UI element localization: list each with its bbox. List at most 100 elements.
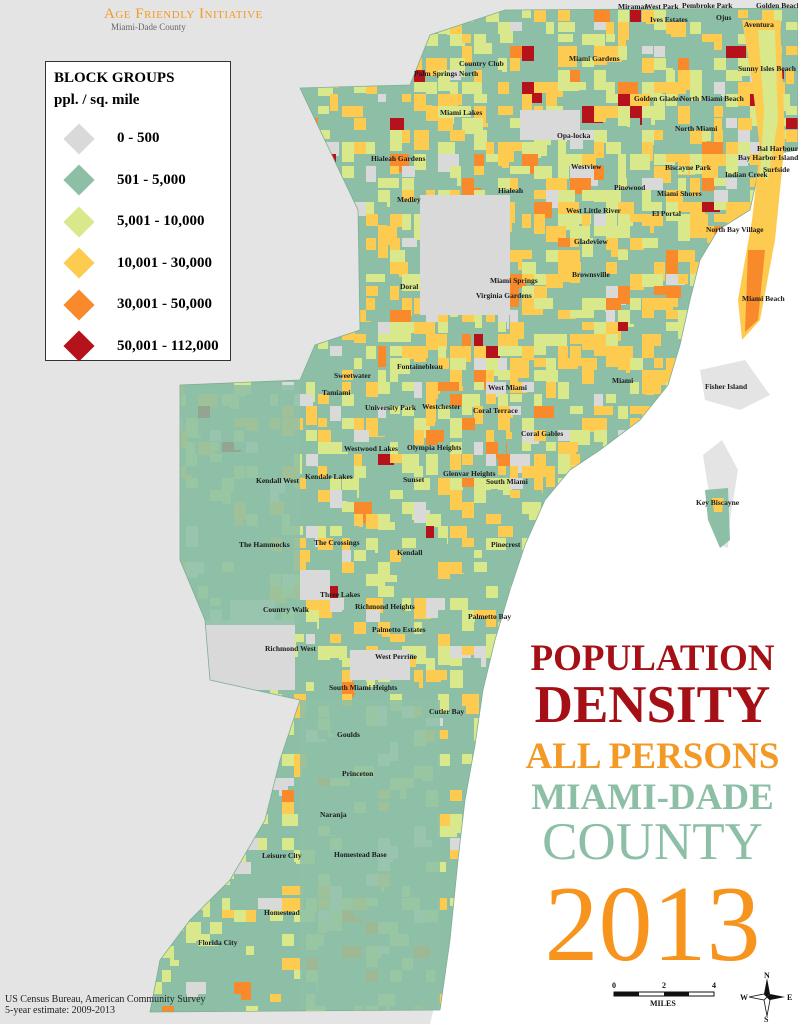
place-label: North Miami: [675, 124, 717, 133]
place-label: Miami Shores: [657, 189, 702, 198]
place-label: Richmond Heights: [355, 602, 415, 611]
place-label: Goulds: [337, 730, 360, 739]
title-line-5: COUNTY: [542, 813, 763, 871]
place-label: Kendale Lakes: [305, 472, 353, 481]
place-label: Palm Springs North: [414, 69, 479, 78]
place-label: West Perrine: [375, 652, 418, 661]
place-label: Miami: [612, 376, 633, 385]
place-label: University Park: [365, 403, 417, 412]
place-label: Miramar: [618, 2, 648, 11]
place-label: Cutler Bay: [429, 707, 464, 716]
place-label: Pinewood: [614, 183, 646, 192]
place-label: Leisure City: [262, 851, 302, 860]
place-label: Coral Terrace: [473, 406, 518, 415]
place-label: Kendall: [397, 548, 422, 557]
place-label: Country Club: [459, 59, 504, 68]
place-label: Tamiami: [322, 388, 350, 397]
place-label: Homestead: [264, 908, 301, 917]
title-line-2: DENSITY: [534, 676, 771, 734]
legend-label: 501 - 5,000: [117, 171, 186, 188]
place-label: Westview: [571, 162, 602, 171]
place-label: Gladeview: [574, 237, 608, 246]
map-title: POPULATION DENSITY ALL PERSONS MIAMI-DAD…: [520, 640, 785, 979]
compass-e: E: [787, 993, 792, 1002]
legend-label: 5,001 - 10,000: [117, 213, 205, 230]
place-label: Key Biscayne: [696, 498, 740, 507]
place-label: Princeton: [342, 769, 374, 778]
legend-label: 0 - 500: [117, 130, 160, 147]
brand-subtitle: Miami-Dade County: [111, 22, 186, 32]
place-label: Golden Glades: [634, 94, 681, 103]
legend-label: 10,001 - 30,000: [117, 254, 212, 271]
place-label: El Portal: [652, 209, 681, 218]
data-source: US Census Bureau, American Community Sur…: [5, 994, 206, 1016]
place-label: Aventura: [744, 20, 774, 29]
place-label: Golden Beach: [756, 1, 798, 10]
legend-row: 50,001 - 112,000: [54, 326, 222, 368]
place-label: Sunset: [403, 475, 425, 484]
legend-swatch: [63, 206, 95, 238]
place-label: The Hammocks: [239, 540, 290, 549]
place-label: The Crossings: [314, 538, 360, 547]
place-label: Pembroke Park: [682, 1, 733, 10]
place-label: West Miami: [488, 383, 527, 392]
legend-row: 10,001 - 30,000: [54, 243, 222, 285]
place-label: Fontainebleau: [397, 362, 443, 371]
place-label: Miami Lakes: [440, 108, 482, 117]
place-label: Olympia Heights: [407, 443, 461, 452]
place-label: Indian Creek: [725, 170, 768, 179]
brand-logo: Age Friendly Initiative Miami-Dade Count…: [104, 6, 263, 33]
place-label: Miami Beach: [742, 294, 786, 303]
place-label: Pinecrest: [491, 540, 521, 549]
place-label: Palmetto Bay: [468, 612, 511, 621]
place-label: Country Walk: [263, 605, 310, 614]
place-label: Glenvar Heights: [443, 469, 496, 478]
legend-swatch: [63, 330, 95, 362]
place-label: Homestead Base: [334, 850, 387, 859]
compass-s: S: [764, 1015, 769, 1022]
place-label: Kendall West: [256, 476, 299, 485]
place-label: Palmetto Estates: [372, 625, 426, 634]
place-label: Ives Estates: [650, 15, 688, 24]
place-label: Surfside: [763, 165, 790, 174]
place-label: Naranja: [320, 810, 347, 819]
place-label: Hialeah Gardens: [371, 154, 425, 163]
legend-label: 50,001 - 112,000: [117, 337, 219, 354]
place-label: Medley: [397, 195, 421, 204]
place-label: Fisher Island: [705, 382, 748, 391]
place-label: Coral Gables: [521, 429, 563, 438]
place-label: Miami Gardens: [569, 54, 620, 63]
title-line-4: MIAMI-DADE: [531, 777, 774, 818]
title-year: 2013: [544, 865, 761, 984]
place-label: Florida City: [198, 938, 238, 947]
place-label: Doral: [400, 282, 418, 291]
legend-swatch: [63, 289, 95, 321]
place-label: West Park: [645, 2, 679, 11]
place-label: Biscayne Park: [665, 163, 712, 172]
scale-bar: 0 2 4 MILES: [612, 981, 716, 1008]
legend-swatch: [63, 247, 95, 279]
place-label: South Miami Heights: [329, 683, 397, 692]
place-label: Sweetwater: [334, 371, 372, 380]
place-label: Hialeah: [498, 186, 524, 195]
legend-swatch: [63, 164, 95, 196]
map-legend: BLOCK GROUPS ppl. / sq. mile 0 - 500 501 …: [45, 61, 231, 362]
scale-tick-4: 4: [712, 981, 716, 990]
place-label: North Bay Village: [706, 225, 764, 234]
place-label: Westchester: [422, 402, 461, 411]
scale-unit: MILES: [650, 999, 676, 1008]
compass-w: W: [740, 993, 748, 1002]
place-label: South Miami: [486, 477, 528, 486]
title-line-1: POPULATION: [530, 638, 775, 679]
legend-label: 30,001 - 50,000: [117, 296, 212, 313]
place-label: Sunny Isles Beach: [738, 64, 797, 73]
compass-icon: N S W E: [740, 972, 792, 1022]
place-label: Virginia Gardens: [476, 291, 532, 300]
place-label: Brownsville: [572, 270, 610, 279]
brand-name: Age Friendly Initiative: [104, 6, 263, 22]
place-label: North Miami Beach: [680, 94, 745, 103]
place-label: Three Lakes: [320, 590, 360, 599]
legend-swatch: [63, 123, 95, 155]
legend-row: 30,001 - 50,000: [54, 284, 222, 326]
